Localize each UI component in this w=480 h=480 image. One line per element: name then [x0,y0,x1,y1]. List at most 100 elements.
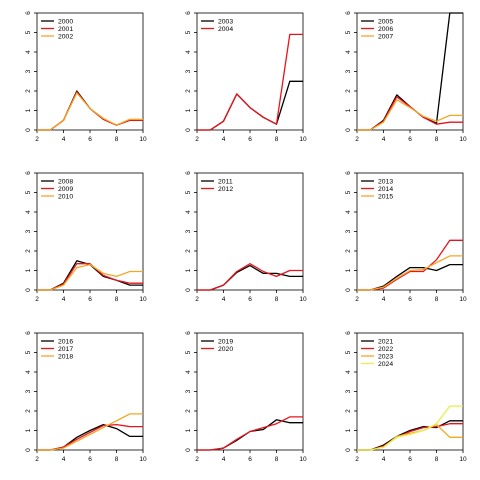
plot-frame [196,332,304,451]
y-tick-label: 0 [345,288,352,292]
y-tick-label: 6 [345,331,352,335]
y-tick-label: 1 [25,108,32,112]
x-tick-label: 10 [139,136,147,143]
y-tick-label: 1 [185,428,192,432]
y-tick-label: 0 [345,448,352,452]
x-tick-label: 2 [35,456,39,463]
x-tick-label: 10 [299,456,307,463]
y-tick-label: 0 [185,128,192,132]
x-tick-label: 10 [139,456,147,463]
x-tick-label: 6 [88,136,92,143]
legend-label: 2017 [58,346,73,353]
series-line-2018 [37,413,143,451]
plot-frame [36,12,144,131]
legend-label: 2005 [378,18,393,25]
x-tick-label: 6 [408,456,412,463]
x-tick-label: 2 [195,296,199,303]
y-tick-label: 4 [185,50,192,54]
x-tick-label: 4 [62,296,66,303]
legend-label: 2014 [378,186,393,193]
y-tick-label: 2 [25,89,32,93]
x-tick-label: 8 [115,456,119,463]
y-tick-label: 4 [345,370,352,374]
y-tick-label: 2 [185,89,192,93]
x-tick-label: 2 [195,456,199,463]
legend-label: 2022 [378,346,393,353]
series-line-2001 [37,91,143,131]
series-line-2004 [197,33,303,131]
y-tick-label: 5 [345,190,352,194]
series-line-2024 [357,405,463,451]
y-tick-label: 3 [345,389,352,393]
y-tick-label: 1 [185,268,192,272]
legend-label: 2000 [58,18,73,25]
x-tick-label: 2 [35,136,39,143]
legend-label: 2021 [378,338,393,345]
legend-label: 2011 [218,178,233,185]
y-tick-label: 6 [185,11,192,15]
series-line-2007 [357,99,463,131]
legend-label: 2015 [378,193,393,200]
x-tick-label: 4 [382,456,386,463]
x-tick-label: 6 [248,136,252,143]
y-tick-label: 1 [185,108,192,112]
legend-label: 2003 [218,18,233,25]
y-tick-label: 6 [345,171,352,175]
y-tick-label: 2 [25,409,32,413]
series-line-2015 [357,255,463,291]
x-tick-label: 10 [299,136,307,143]
y-tick-label: 0 [25,288,32,292]
x-tick-label: 10 [459,136,467,143]
x-tick-label: 4 [382,136,386,143]
y-tick-label: 6 [185,171,192,175]
x-tick-label: 4 [62,456,66,463]
x-tick-label: 6 [408,296,412,303]
x-tick-label: 4 [222,296,226,303]
y-tick-label: 1 [25,268,32,272]
x-tick-label: 8 [275,456,279,463]
legend-label: 2010 [58,193,73,200]
y-tick-label: 3 [25,389,32,393]
y-tick-label: 6 [25,331,32,335]
y-tick-label: 0 [185,448,192,452]
y-tick-label: 0 [25,448,32,452]
legend-label: 2016 [58,338,73,345]
y-tick-label: 4 [345,210,352,214]
y-tick-label: 0 [25,128,32,132]
y-tick-label: 1 [345,428,352,432]
x-tick-label: 10 [139,296,147,303]
legend-label: 2006 [378,26,393,33]
y-tick-label: 5 [185,190,192,194]
y-tick-label: 4 [25,210,32,214]
y-tick-label: 3 [185,229,192,233]
x-tick-label: 6 [248,296,252,303]
x-tick-label: 8 [435,296,439,303]
y-tick-label: 5 [345,30,352,34]
y-tick-label: 4 [345,50,352,54]
x-tick-label: 8 [115,296,119,303]
x-tick-label: 4 [62,136,66,143]
series-line-2019 [197,419,303,451]
plot-frame [356,332,464,451]
x-tick-label: 8 [275,136,279,143]
x-tick-label: 4 [382,296,386,303]
y-tick-label: 3 [185,389,192,393]
series-line-2012 [197,263,303,291]
x-tick-label: 4 [222,136,226,143]
x-tick-label: 8 [115,136,119,143]
x-tick-label: 8 [435,456,439,463]
legend-label: 2009 [58,186,73,193]
y-tick-label: 6 [345,11,352,15]
x-tick-label: 6 [88,296,92,303]
x-tick-label: 6 [88,456,92,463]
legend-label: 2007 [378,33,393,40]
